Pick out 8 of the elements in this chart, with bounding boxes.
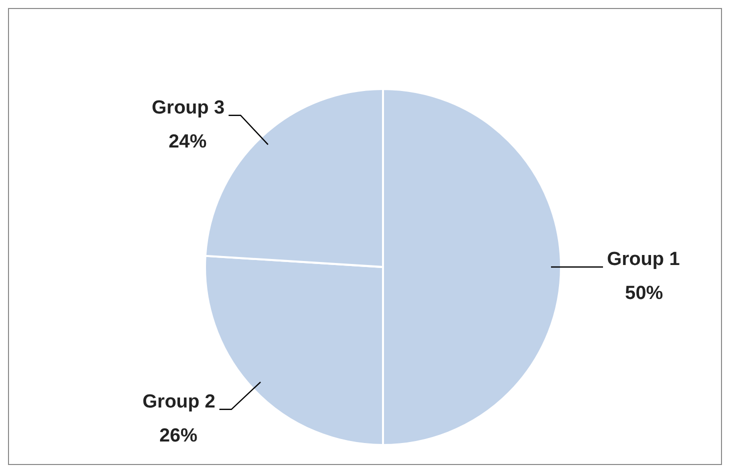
data-label: 26%	[159, 425, 198, 446]
pie-slice	[204, 254, 384, 446]
slice-label: Group 1	[607, 249, 680, 270]
data-label: 24%	[168, 131, 207, 152]
slice-label: Group 3	[152, 97, 225, 118]
slice-label: Group 2	[142, 391, 216, 412]
data-label: 50%	[625, 283, 664, 304]
pie-slice	[382, 88, 562, 446]
